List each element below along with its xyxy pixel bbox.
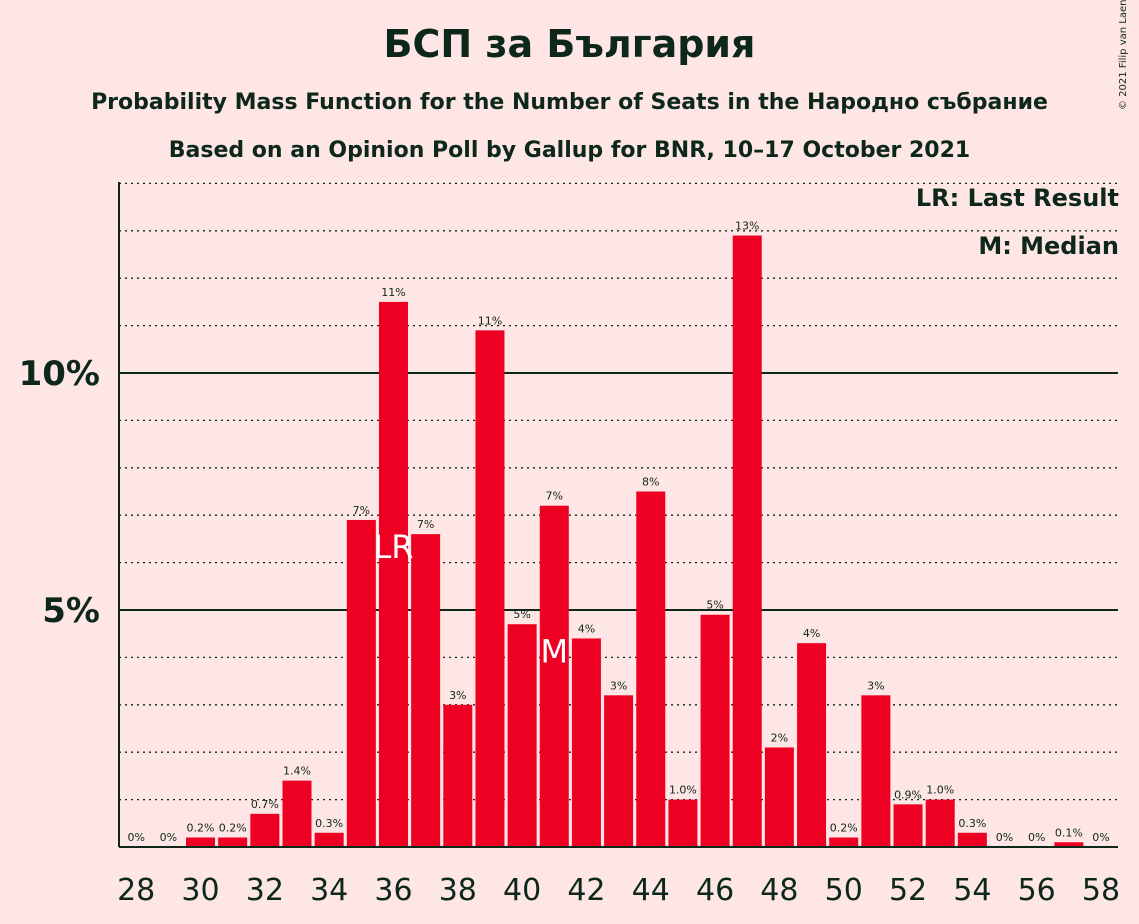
x-tick-label: 28	[117, 873, 155, 908]
bar-value-label: 8%	[642, 476, 659, 489]
bar-value-label: 0.2%	[830, 822, 858, 835]
bar	[475, 330, 505, 848]
legend-last-result: LR: Last Result	[915, 184, 1119, 212]
x-tick-label: 48	[760, 873, 798, 908]
y-tick-label: 10%	[19, 354, 100, 394]
bar-value-label: 0.3%	[958, 817, 986, 830]
bar-value-label: 4%	[803, 627, 820, 640]
last-result-marker: LR	[373, 528, 413, 566]
bar-value-label: 0%	[160, 831, 177, 844]
bar-value-label: 4%	[578, 622, 595, 635]
x-tick-label: 34	[310, 873, 348, 908]
bar-value-label: 0%	[1092, 831, 1109, 844]
bar-value-label: 7%	[353, 504, 370, 517]
bar-value-label: 0%	[996, 831, 1013, 844]
chart-title: БСП за България	[383, 22, 756, 66]
bar	[604, 695, 634, 847]
x-tick-label: 36	[374, 873, 412, 908]
bar	[218, 837, 248, 847]
x-tick-label: 42	[567, 873, 605, 908]
bar	[700, 614, 730, 847]
chart-subtitle: Probability Mass Function for the Number…	[91, 90, 1048, 115]
bar	[282, 780, 312, 847]
bar-value-label: 5%	[513, 608, 530, 621]
bar	[539, 505, 569, 847]
x-tick-label: 54	[953, 873, 991, 908]
bar	[507, 624, 537, 847]
x-tick-label: 38	[439, 873, 477, 908]
bar-value-label: 3%	[867, 679, 884, 692]
bar-value-label: 0.1%	[1055, 826, 1083, 839]
x-tick-label: 32	[246, 873, 284, 908]
bar-value-label: 11%	[381, 286, 405, 299]
bar-value-label: 1.4%	[283, 765, 311, 778]
median-marker: M	[540, 633, 568, 671]
bar	[314, 832, 344, 847]
bar-value-label: 3%	[610, 679, 627, 692]
bar-value-label: 3%	[449, 689, 466, 702]
x-tick-label: 56	[1018, 873, 1056, 908]
bar-value-label: 1.0%	[669, 784, 697, 797]
bar	[1054, 842, 1084, 847]
bar-value-label: 7%	[546, 490, 563, 503]
bar-value-label: 7%	[417, 518, 434, 531]
bar	[925, 799, 955, 847]
bar-value-label: 0.7%	[251, 798, 279, 811]
bar-value-label: 11%	[478, 314, 502, 327]
bar-value-label: 13%	[735, 220, 759, 233]
bar-value-label: 0.2%	[187, 822, 215, 835]
bar-value-label: 2%	[771, 731, 788, 744]
chart-source-line: Based on an Opinion Poll by Gallup for B…	[168, 138, 971, 163]
bar	[957, 832, 987, 847]
legend-median: M: Median	[978, 232, 1119, 260]
bar	[411, 534, 441, 847]
bar	[861, 695, 891, 847]
bar	[829, 837, 859, 847]
bar-value-label: 0.2%	[219, 822, 247, 835]
bar	[186, 837, 216, 847]
bar	[764, 747, 794, 847]
x-tick-label: 50	[825, 873, 863, 908]
bar	[378, 301, 408, 847]
bar-value-label: 1.0%	[926, 784, 954, 797]
bar-value-label: 0.3%	[315, 817, 343, 830]
x-tick-label: 40	[503, 873, 541, 908]
bar-value-label: 0.9%	[894, 788, 922, 801]
bar-value-label: 0%	[1028, 831, 1045, 844]
bar	[443, 704, 473, 847]
bar	[346, 519, 376, 847]
x-tick-label: 58	[1082, 873, 1120, 908]
bar-value-label: 0%	[127, 831, 144, 844]
bar	[636, 491, 666, 847]
y-tick-label: 5%	[42, 591, 100, 631]
bar	[250, 813, 280, 847]
bar	[732, 235, 762, 848]
bar	[893, 804, 923, 847]
x-tick-label: 44	[632, 873, 670, 908]
x-tick-label: 52	[889, 873, 927, 908]
bar	[797, 643, 827, 847]
x-tick-label: 30	[181, 873, 219, 908]
bar	[668, 799, 698, 847]
bar-value-label: 5%	[706, 599, 723, 612]
bar	[571, 638, 601, 847]
x-tick-label: 46	[696, 873, 734, 908]
